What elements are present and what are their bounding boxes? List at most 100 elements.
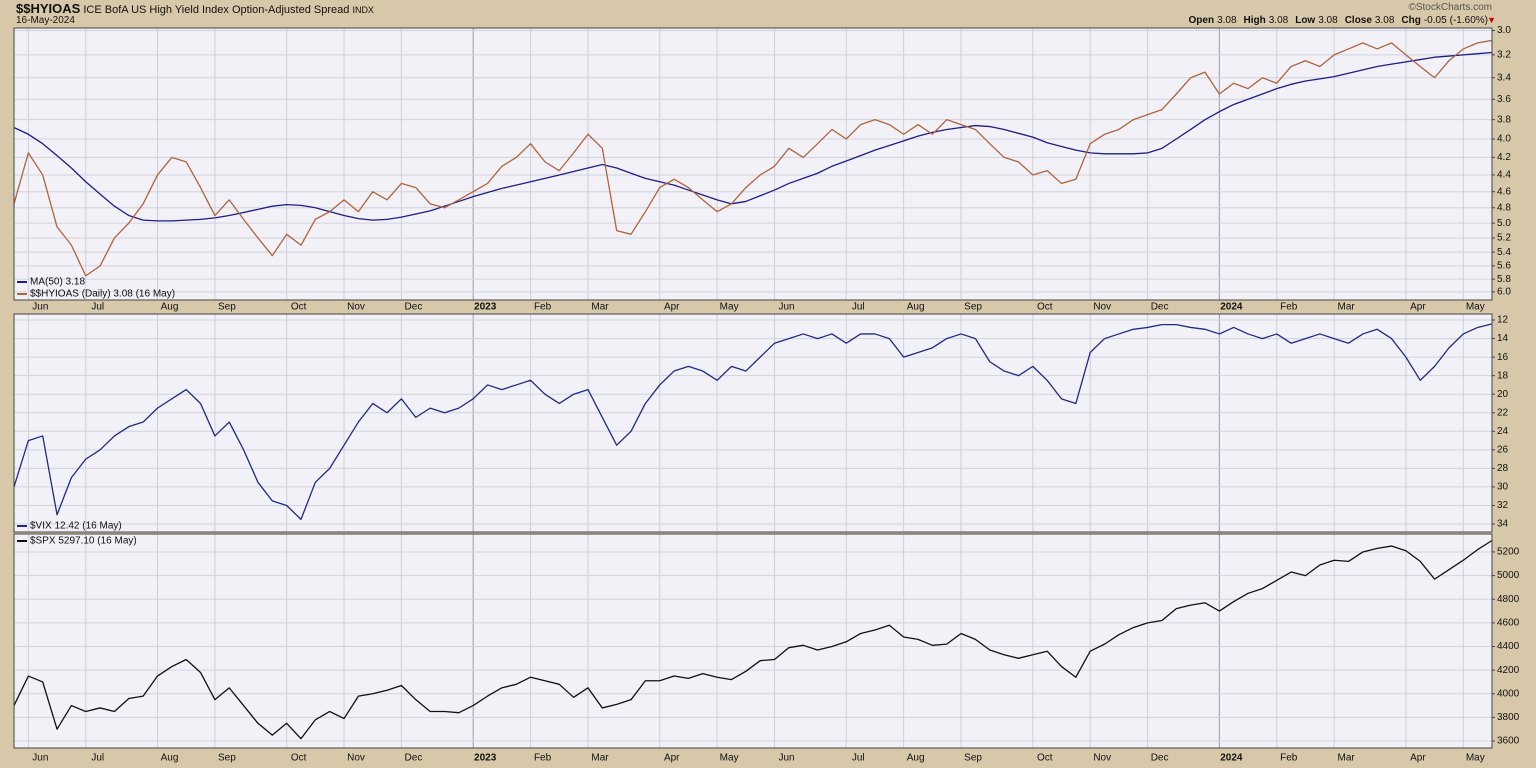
y-tick-label: 5.6 bbox=[1497, 261, 1511, 272]
y-tick-label: 4.8 bbox=[1497, 202, 1511, 213]
x-tick-label: Nov bbox=[1093, 302, 1111, 313]
x-tick-label: Dec bbox=[405, 753, 423, 764]
x-tick-label: 2024 bbox=[1220, 302, 1243, 313]
quote-percent: (-1.60%) bbox=[1449, 15, 1488, 26]
quote-value: 3.08 bbox=[1374, 15, 1395, 26]
x-tick-label: Aug bbox=[907, 302, 925, 313]
date: 16-May-2024 bbox=[16, 15, 75, 26]
legend-label: $SPX 5297.10 (16 May) bbox=[30, 536, 137, 547]
quote-label: Chg bbox=[1401, 15, 1421, 26]
x-tick-label: Jun bbox=[32, 302, 48, 313]
x-tick-label: Mar bbox=[591, 753, 609, 764]
y-tick-label: 34 bbox=[1497, 519, 1509, 530]
series-line bbox=[13, 323, 1493, 521]
x-tick-label: Jun bbox=[32, 753, 48, 764]
x-tick-label: Oct bbox=[1037, 302, 1053, 313]
x-tick-label: May bbox=[1466, 753, 1485, 764]
y-tick-label: 16 bbox=[1497, 352, 1509, 363]
series-line bbox=[13, 539, 1493, 740]
x-tick-label: Jul bbox=[91, 302, 104, 313]
y-tick-label: 26 bbox=[1497, 444, 1509, 455]
y-tick-label: 3.6 bbox=[1497, 94, 1511, 105]
y-tick-label: 18 bbox=[1497, 370, 1509, 381]
quote-value: 3.08 bbox=[1318, 15, 1338, 26]
source: ©StockCharts.com bbox=[1408, 2, 1492, 13]
x-tick-label: Oct bbox=[291, 753, 307, 764]
y-tick-label: 3600 bbox=[1497, 736, 1520, 747]
y-tick-label: 12 bbox=[1497, 315, 1509, 326]
y-tick-label: 4600 bbox=[1497, 618, 1520, 629]
description: ICE BofA US High Yield Index Option-Adju… bbox=[83, 4, 350, 16]
down-arrow: ▼ bbox=[1487, 15, 1496, 25]
plot-border bbox=[13, 27, 1493, 301]
x-tick-label: Dec bbox=[405, 302, 423, 313]
quote: Open 3.08 High 3.08 Low 3.08 Close 3.08 Chg -0.05… bbox=[1182, 15, 1489, 26]
x-tick-label: May bbox=[720, 753, 739, 764]
x-tick-label: Aug bbox=[907, 753, 925, 764]
x-tick-label: Dec bbox=[1151, 302, 1169, 313]
x-tick-label: 2023 bbox=[474, 302, 497, 313]
legend-label: $VIX 12.42 (16 May) bbox=[30, 521, 122, 532]
x-tick-label: Mar bbox=[1338, 753, 1356, 764]
legend-label: $$HYIOAS (Daily) 3.08 (16 May) bbox=[30, 289, 175, 300]
x-tick-label: Apr bbox=[1410, 302, 1426, 313]
x-tick-label: Apr bbox=[664, 753, 680, 764]
x-tick-label: Nov bbox=[347, 753, 365, 764]
y-tick-label: 3.4 bbox=[1497, 72, 1511, 83]
plot-border bbox=[13, 313, 1493, 533]
x-tick-label: May bbox=[1466, 302, 1485, 313]
x-tick-label: Sep bbox=[218, 302, 236, 313]
x-tick-label: Apr bbox=[1410, 753, 1426, 764]
x-tick-label: Sep bbox=[964, 302, 982, 313]
plot-area bbox=[13, 27, 1493, 301]
quote-label: Close bbox=[1344, 15, 1372, 26]
quote-label: High bbox=[1243, 15, 1266, 26]
x-tick-label: Aug bbox=[161, 753, 179, 764]
quote-label: Open bbox=[1188, 15, 1215, 26]
x-tick-label: Jun bbox=[778, 753, 794, 764]
x-tick-label: May bbox=[720, 302, 739, 313]
y-tick-label: 3.0 bbox=[1497, 25, 1511, 36]
y-tick-label: 3800 bbox=[1497, 712, 1520, 723]
series-line bbox=[13, 51, 1493, 222]
legend-label: MA(50) 3.18 bbox=[30, 277, 85, 288]
y-tick-label: 6.0 bbox=[1497, 287, 1511, 298]
x-tick-label: Feb bbox=[1280, 753, 1298, 764]
x-tick-label: Jun bbox=[778, 302, 794, 313]
x-tick-label: Oct bbox=[291, 302, 307, 313]
y-tick-label: 28 bbox=[1497, 463, 1509, 474]
plot-area bbox=[13, 313, 1493, 533]
y-tick-label: 4400 bbox=[1497, 641, 1520, 652]
x-tick-label: Apr bbox=[664, 302, 680, 313]
x-tick-label: Jul bbox=[91, 753, 104, 764]
x-tick-label: Oct bbox=[1037, 753, 1053, 764]
y-tick-label: 4000 bbox=[1497, 688, 1520, 699]
x-tick-label: Mar bbox=[591, 302, 609, 313]
exchange: INDX bbox=[352, 5, 374, 15]
x-tick-label: Aug bbox=[161, 302, 179, 313]
y-tick-label: 20 bbox=[1497, 389, 1509, 400]
y-tick-label: 24 bbox=[1497, 426, 1509, 437]
x-tick-label: Dec bbox=[1151, 753, 1169, 764]
quote-value: 3.08 bbox=[1268, 15, 1289, 26]
y-tick-label: 4.6 bbox=[1497, 186, 1511, 197]
quote-value: -0.05 bbox=[1423, 15, 1447, 26]
x-tick-label: Feb bbox=[534, 302, 552, 313]
quote-label: Low bbox=[1295, 15, 1316, 26]
y-tick-label: 5.4 bbox=[1497, 247, 1511, 258]
y-tick-label: 3.2 bbox=[1497, 50, 1511, 61]
y-tick-label: 14 bbox=[1497, 333, 1509, 344]
header-left: $$HYIOAS ICE BofA US High Yield Index Op… bbox=[16, 1, 374, 16]
x-tick-label: Sep bbox=[964, 753, 982, 764]
y-tick-label: 4800 bbox=[1497, 594, 1520, 605]
x-tick-label: Feb bbox=[534, 753, 552, 764]
y-tick-label: 5000 bbox=[1497, 570, 1520, 581]
y-tick-label: 22 bbox=[1497, 407, 1509, 418]
x-tick-label: Sep bbox=[218, 753, 236, 764]
x-tick-label: Jul bbox=[852, 753, 865, 764]
x-tick-label: Nov bbox=[1093, 753, 1111, 764]
x-tick-label: 2023 bbox=[474, 753, 497, 764]
y-tick-label: 5.8 bbox=[1497, 274, 1511, 285]
